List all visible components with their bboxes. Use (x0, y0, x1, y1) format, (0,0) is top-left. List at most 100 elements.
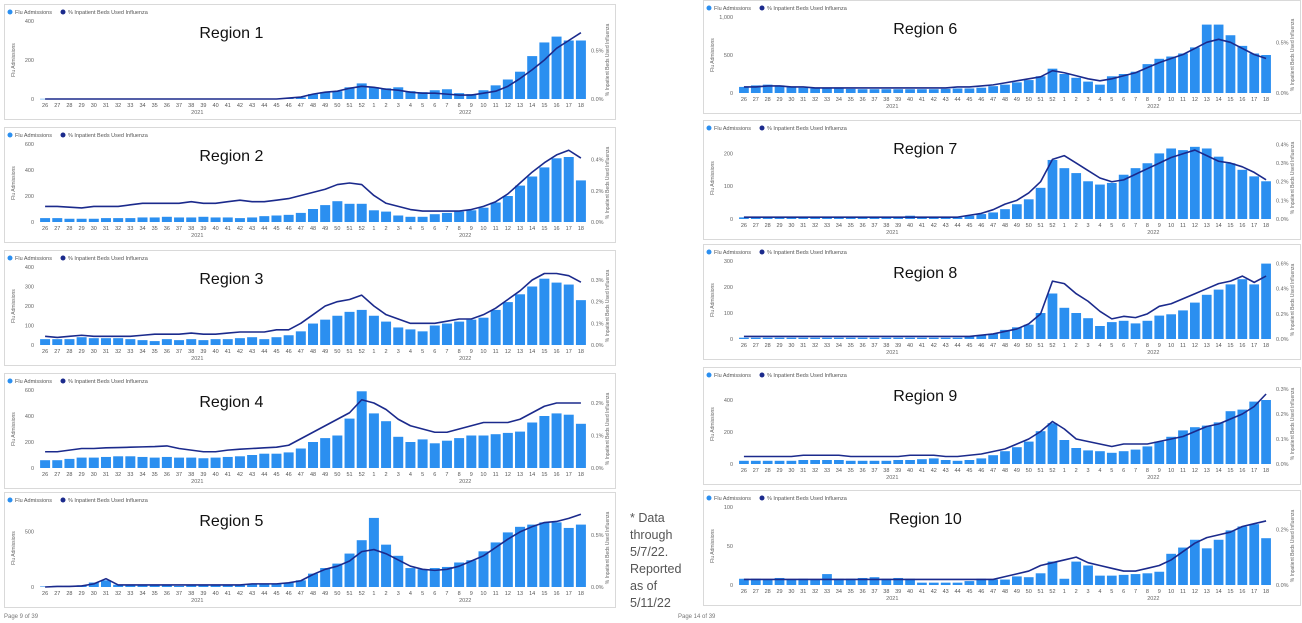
x-tick-label: 11 (493, 349, 499, 355)
data-bar (441, 566, 452, 587)
data-bar (1083, 450, 1093, 464)
data-bar (798, 87, 809, 93)
data-bar (822, 460, 832, 464)
year-label: 2022 (1147, 350, 1159, 356)
data-bar (137, 585, 148, 587)
data-bar (381, 88, 392, 99)
data-bar (1083, 81, 1093, 93)
data-bar (845, 460, 856, 464)
y2-axis-title: % Inpatient Beds Used Influenza (605, 147, 611, 220)
data-bar (1023, 441, 1034, 464)
data-bar (1118, 174, 1129, 219)
x-tick-label: 37 (176, 226, 182, 232)
y-axis-title: Flu Admissions (710, 38, 716, 72)
legend-bar-label: Flu Admissions (714, 6, 751, 12)
data-bar (271, 215, 282, 222)
x-tick-label: 28 (765, 223, 771, 229)
x-tick-label: 35 (848, 468, 854, 474)
chart-svg: Flu Admissions % Inpatient Beds Used Infl… (706, 249, 1296, 356)
legend-bar-marker (7, 378, 13, 384)
x-tick-label: 2 (385, 591, 388, 597)
y-tick-label: 200 (25, 304, 34, 310)
x-tick-label: 9 (1158, 589, 1161, 595)
y2-axis-title: % Inpatient Beds Used Influenza (1290, 19, 1296, 92)
year-label: 2022 (1147, 475, 1159, 481)
data-bar (1178, 53, 1188, 93)
x-tick-label: 31 (103, 103, 109, 109)
percent-beds-line (45, 32, 582, 100)
y2-tick-label: 0.4% (1276, 142, 1289, 148)
data-bar (1178, 430, 1188, 464)
x-tick-label: 13 (1204, 589, 1210, 595)
data-bar (1095, 451, 1105, 464)
x-tick-label: 37 (871, 589, 877, 595)
x-tick-label: 30 (91, 349, 97, 355)
x-tick-label: 5 (1110, 468, 1113, 474)
data-bar (198, 216, 209, 222)
data-bar (928, 582, 939, 585)
y2-tick-label: 0.0% (1276, 91, 1289, 97)
data-bar (551, 36, 562, 99)
data-bar (52, 460, 63, 468)
year-label: 2021 (191, 110, 203, 116)
data-bar (1059, 168, 1070, 219)
x-tick-label: 4 (409, 472, 412, 478)
legend-line-marker (60, 9, 66, 15)
data-bar (295, 580, 306, 587)
x-tick-label: 50 (1026, 343, 1032, 349)
percent-beds-line (743, 520, 1267, 581)
data-bar (76, 337, 87, 345)
data-bar (917, 459, 927, 464)
x-tick-label: 37 (176, 349, 182, 355)
data-bar (113, 338, 124, 345)
x-tick-label: 7 (1134, 223, 1137, 229)
x-tick-label: 42 (931, 97, 937, 103)
x-tick-label: 4 (409, 349, 412, 355)
data-bar (247, 455, 258, 468)
data-bar (344, 87, 355, 99)
data-bar (1225, 411, 1236, 464)
x-tick-label: 49 (322, 103, 328, 109)
x-tick-label: 32 (812, 589, 818, 595)
x-tick-label: 31 (103, 349, 109, 355)
x-tick-label: 36 (860, 468, 866, 474)
data-bar (739, 86, 749, 93)
data-bar (575, 40, 586, 99)
x-tick-label: 46 (286, 472, 292, 478)
data-bar (40, 339, 51, 345)
data-bar (988, 579, 998, 585)
data-bar (441, 212, 452, 222)
legend-line-marker (759, 495, 765, 501)
x-tick-label: 1 (372, 226, 375, 232)
y-tick-label: 0 (31, 343, 34, 349)
x-tick-label: 3 (1087, 343, 1090, 349)
data-bar (52, 218, 63, 222)
data-bar (774, 85, 785, 93)
y-tick-label: 600 (25, 142, 34, 148)
data-bar (1059, 578, 1070, 585)
data-bar (222, 456, 233, 468)
data-bar (502, 532, 513, 587)
year-label: 2022 (459, 479, 471, 485)
x-tick-label: 37 (176, 591, 182, 597)
data-bar (786, 86, 797, 93)
x-tick-label: 14 (1216, 223, 1222, 229)
data-bar (1023, 199, 1034, 219)
data-bar (1178, 310, 1188, 339)
data-bar (563, 157, 574, 222)
data-bar (551, 158, 562, 222)
data-bar (368, 315, 379, 345)
x-tick-label: 49 (1014, 97, 1020, 103)
data-bar (1201, 294, 1212, 339)
legend-line-label: % Inpatient Beds Used Influenza (767, 6, 848, 12)
x-tick-label: 17 (1251, 468, 1257, 474)
data-bar (466, 435, 477, 468)
data-bar (1059, 307, 1070, 339)
y-tick-label: 200 (724, 285, 733, 291)
data-bar (356, 391, 367, 468)
x-tick-label: 26 (42, 472, 48, 478)
data-bar (283, 452, 294, 468)
y-tick-label: 200 (724, 151, 733, 157)
data-bar (1190, 427, 1200, 464)
x-tick-label: 12 (1192, 97, 1198, 103)
